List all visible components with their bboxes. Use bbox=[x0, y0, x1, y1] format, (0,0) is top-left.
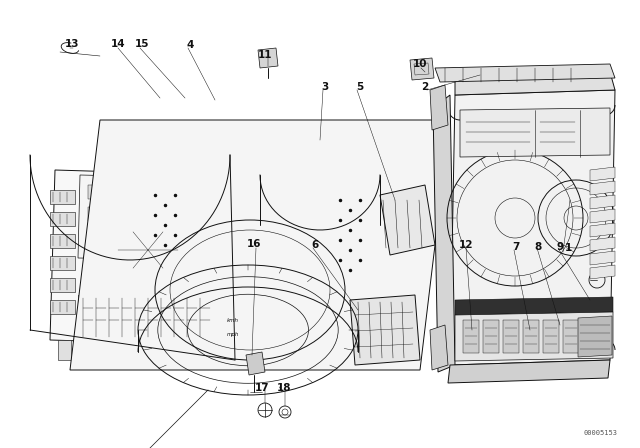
Polygon shape bbox=[590, 265, 615, 279]
Polygon shape bbox=[590, 223, 615, 237]
Text: 6: 6 bbox=[312, 240, 319, 250]
Polygon shape bbox=[455, 312, 613, 361]
Polygon shape bbox=[448, 360, 610, 383]
Polygon shape bbox=[258, 48, 278, 68]
Text: 15: 15 bbox=[135, 39, 149, 49]
Polygon shape bbox=[184, 207, 200, 221]
Polygon shape bbox=[50, 190, 75, 204]
Text: 2: 2 bbox=[421, 82, 429, 92]
Polygon shape bbox=[172, 340, 185, 360]
Polygon shape bbox=[184, 185, 200, 199]
Polygon shape bbox=[50, 234, 75, 248]
Polygon shape bbox=[430, 325, 448, 370]
Polygon shape bbox=[184, 229, 200, 243]
Polygon shape bbox=[96, 340, 109, 360]
Polygon shape bbox=[50, 278, 75, 292]
Polygon shape bbox=[160, 229, 176, 243]
Text: 10: 10 bbox=[413, 59, 428, 69]
Text: 14: 14 bbox=[111, 39, 125, 49]
Polygon shape bbox=[543, 320, 559, 353]
Polygon shape bbox=[160, 185, 176, 199]
Polygon shape bbox=[112, 229, 128, 243]
Polygon shape bbox=[136, 185, 152, 199]
Polygon shape bbox=[590, 209, 615, 223]
Polygon shape bbox=[430, 85, 448, 130]
Polygon shape bbox=[136, 229, 152, 243]
Text: 7: 7 bbox=[512, 242, 520, 252]
Polygon shape bbox=[50, 170, 220, 345]
Polygon shape bbox=[590, 181, 615, 195]
Polygon shape bbox=[503, 320, 519, 353]
Polygon shape bbox=[50, 212, 75, 226]
Polygon shape bbox=[50, 256, 75, 270]
Polygon shape bbox=[455, 72, 615, 95]
Text: 12: 12 bbox=[459, 240, 473, 250]
Polygon shape bbox=[590, 167, 615, 181]
Text: mph: mph bbox=[227, 332, 239, 337]
Polygon shape bbox=[115, 340, 128, 360]
Polygon shape bbox=[246, 352, 265, 375]
Polygon shape bbox=[77, 340, 90, 360]
Text: 16: 16 bbox=[247, 239, 261, 249]
Text: 9: 9 bbox=[556, 242, 564, 252]
Polygon shape bbox=[450, 90, 615, 365]
Polygon shape bbox=[350, 295, 420, 365]
Polygon shape bbox=[523, 320, 539, 353]
Text: 4: 4 bbox=[186, 40, 194, 50]
Text: 13: 13 bbox=[65, 39, 79, 49]
Polygon shape bbox=[455, 297, 613, 315]
Polygon shape bbox=[380, 185, 435, 255]
Polygon shape bbox=[88, 229, 104, 243]
Polygon shape bbox=[590, 195, 615, 209]
Polygon shape bbox=[112, 207, 128, 221]
Polygon shape bbox=[88, 207, 104, 221]
Polygon shape bbox=[563, 320, 579, 353]
Polygon shape bbox=[590, 237, 615, 251]
Text: 1: 1 bbox=[564, 243, 572, 253]
Polygon shape bbox=[191, 340, 204, 360]
Polygon shape bbox=[578, 316, 612, 357]
Polygon shape bbox=[463, 320, 479, 353]
Polygon shape bbox=[112, 185, 128, 199]
Polygon shape bbox=[160, 207, 176, 221]
Text: kmh: kmh bbox=[227, 318, 239, 323]
Polygon shape bbox=[88, 185, 104, 199]
Text: 17: 17 bbox=[255, 383, 269, 393]
Text: 5: 5 bbox=[356, 82, 364, 92]
Polygon shape bbox=[78, 175, 215, 260]
Polygon shape bbox=[483, 320, 499, 353]
Polygon shape bbox=[78, 295, 215, 340]
Polygon shape bbox=[70, 120, 450, 370]
Polygon shape bbox=[153, 340, 166, 360]
Text: 8: 8 bbox=[534, 242, 541, 252]
Polygon shape bbox=[410, 58, 434, 80]
Polygon shape bbox=[590, 251, 615, 265]
Polygon shape bbox=[435, 64, 615, 82]
Polygon shape bbox=[136, 207, 152, 221]
Polygon shape bbox=[58, 340, 71, 360]
Text: 11: 11 bbox=[258, 50, 272, 60]
Text: 3: 3 bbox=[321, 82, 328, 92]
Text: 18: 18 bbox=[276, 383, 291, 393]
Polygon shape bbox=[134, 340, 147, 360]
Text: 00005153: 00005153 bbox=[584, 430, 618, 436]
Polygon shape bbox=[460, 108, 610, 157]
Polygon shape bbox=[433, 95, 455, 372]
Polygon shape bbox=[50, 300, 75, 314]
